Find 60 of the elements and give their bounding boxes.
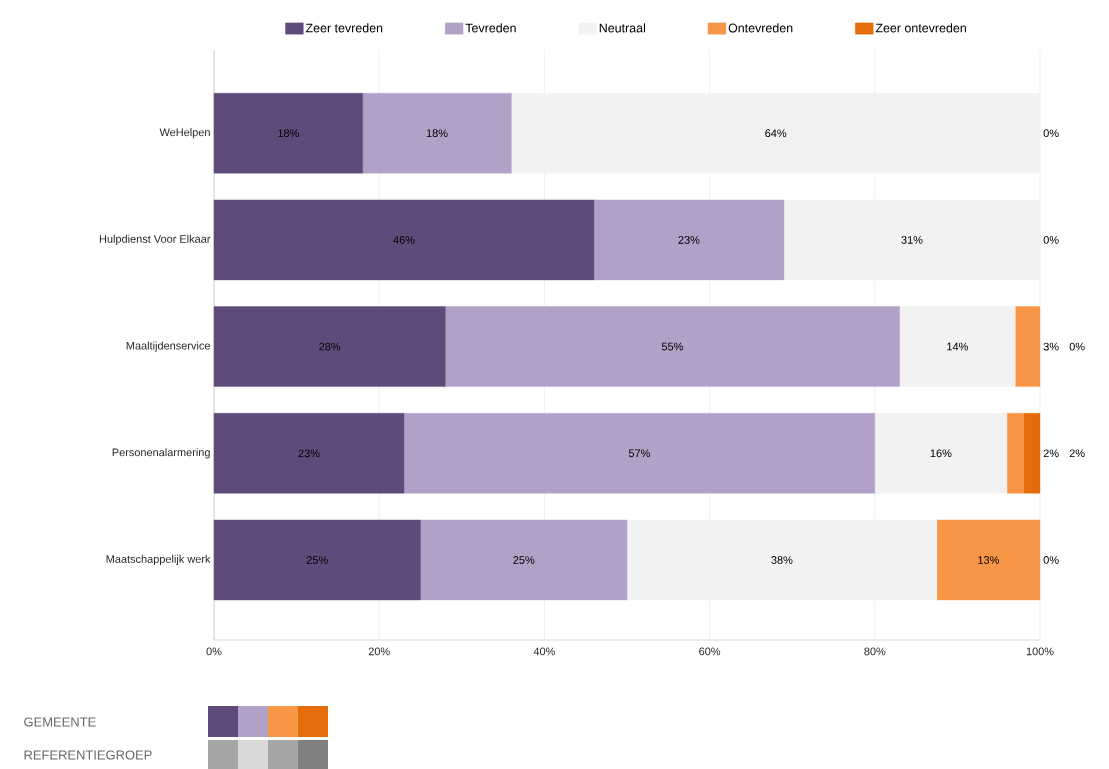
legend-label: Tevreden — [465, 23, 516, 33]
bar — [874, 413, 1008, 494]
bar — [511, 93, 1041, 174]
data-label: 0% — [1069, 342, 1085, 351]
bar — [213, 199, 595, 281]
x-tick-label: 100% — [1026, 647, 1054, 656]
x-tick-label: 20% — [368, 647, 390, 656]
data-label: 13% — [978, 556, 999, 564]
bar — [1015, 306, 1041, 387]
legend-label: Zeer tevreden — [305, 23, 383, 33]
data-label: 31% — [901, 236, 923, 244]
data-label: 2% — [1043, 449, 1059, 458]
data-label: 2% — [1069, 449, 1085, 458]
data-label: 57% — [628, 449, 650, 458]
text: GEMEENTE — [24, 717, 96, 727]
x-tick-label: 80% — [864, 647, 886, 656]
bar — [213, 306, 446, 387]
x-tick-label: 60% — [699, 647, 721, 656]
bar — [899, 306, 1016, 387]
data-label: 3% — [1043, 342, 1059, 351]
bar — [936, 519, 1041, 601]
data-label: 16% — [930, 449, 952, 458]
bar — [420, 519, 628, 601]
data-label: 23% — [298, 449, 320, 458]
y-tick-label: Maatschappelijk werk — [106, 554, 211, 566]
bar — [445, 306, 900, 387]
data-label: 25% — [513, 556, 535, 564]
bar — [403, 413, 876, 494]
data-label: 64% — [765, 129, 787, 138]
data-label: 25% — [306, 556, 328, 564]
bar — [783, 199, 1041, 281]
x-tick-label: 0% — [206, 647, 222, 656]
data-label: 18% — [278, 129, 299, 138]
legend-label: Ontevreden — [728, 23, 793, 33]
bar — [1023, 413, 1041, 494]
legend-label: Neutraal — [599, 23, 645, 33]
data-label: 23% — [678, 236, 700, 244]
text: REFERENTIEGROEP — [24, 750, 152, 760]
y-tick-label: Hulpdienst Voor Elkaar — [99, 234, 211, 245]
bar — [213, 519, 421, 601]
bar — [213, 93, 363, 174]
data-label: 0% — [1043, 129, 1059, 138]
y-tick-label: Maaltijdenservice — [126, 341, 210, 352]
data-label: 0% — [1043, 556, 1059, 564]
x-tick-label: 40% — [533, 647, 555, 656]
y-tick-label: WeHelpen — [159, 128, 210, 139]
bar — [362, 93, 512, 174]
data-label: 46% — [393, 236, 415, 244]
data-label: 18% — [426, 129, 448, 138]
data-label: 38% — [771, 556, 793, 564]
data-label: 0% — [1043, 236, 1059, 244]
data-label: 55% — [661, 342, 683, 351]
y-tick-label: Personenalarmering — [112, 448, 210, 459]
bar — [593, 199, 785, 281]
legend-label: Zeer ontevreden — [875, 23, 966, 33]
bar — [213, 413, 405, 494]
bar — [626, 519, 937, 601]
bar — [1006, 413, 1024, 494]
data-label: 14% — [947, 342, 968, 351]
data-label: 28% — [319, 342, 341, 351]
